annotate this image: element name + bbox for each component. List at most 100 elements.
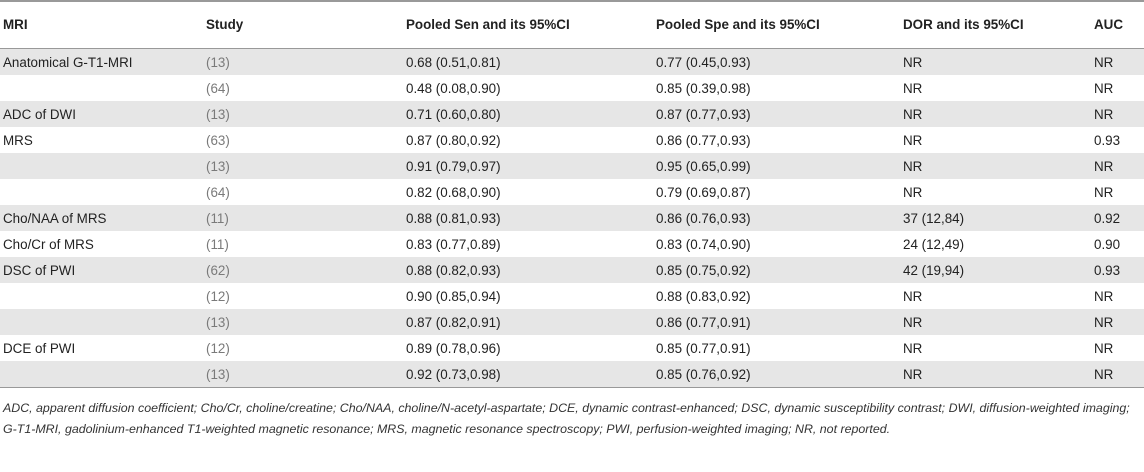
cell-pooled-sen: 0.87 (0.82,0.91) xyxy=(406,309,656,335)
cell-pooled-spe: 0.95 (0.65,0.99) xyxy=(656,153,903,179)
header-auc: AUC xyxy=(1094,0,1144,49)
study-reference-link[interactable]: 62 xyxy=(210,262,226,278)
cell-mri: Cho/Cr of MRS xyxy=(3,236,94,252)
study-reference-link[interactable]: 63 xyxy=(210,132,226,148)
cell-pooled-spe: 0.86 (0.77,0.93) xyxy=(656,132,751,148)
header-pooled-spe: Pooled Spe and its 95%CI xyxy=(656,0,903,49)
results-table: MRI Study Pooled Sen and its 95%CI Poole… xyxy=(0,0,1144,388)
cell-pooled-sen: 0.92 (0.73,0.98) xyxy=(406,361,656,388)
study-reference-link[interactable]: 13 xyxy=(210,106,226,122)
cell-auc: NR xyxy=(1094,80,1114,96)
cell-pooled-sen: 0.88 (0.81,0.93) xyxy=(406,205,656,231)
cell-dor: 42 (19,94) xyxy=(903,257,1094,283)
cell-pooled-spe: 0.83 (0.74,0.90) xyxy=(656,236,751,252)
cell-mri: Anatomical G-T1-MRI xyxy=(0,48,206,75)
cell-pooled-sen: 0.68 (0.51,0.81) xyxy=(406,48,656,75)
cell-mri xyxy=(0,361,206,388)
cell-dor: NR xyxy=(903,288,923,304)
cell-study: 13 xyxy=(206,153,406,179)
cell-dor: NR xyxy=(903,153,1094,179)
study-reference-link[interactable]: 11 xyxy=(210,210,225,226)
table-row: DCE of PWI 12 0.89 (0.78,0.96) 0.85 (0.77,0… xyxy=(0,335,1144,361)
cell-study: 13 xyxy=(206,361,406,388)
header-study: Study xyxy=(206,0,406,49)
table-row: Cho/Cr of MRS 11 0.83 (0.77,0.89) 0.83 (0.7… xyxy=(0,231,1144,257)
cell-study: 13 xyxy=(206,309,406,335)
cell-study: 64 xyxy=(206,179,406,205)
table-row: MRS 63 0.87 (0.80,0.92) 0.86 (0.77,0.93) NR 0… xyxy=(0,127,1144,153)
table-footnote: ADC, apparent diffusion coefficient; Cho… xyxy=(3,401,1130,436)
study-reference-link[interactable]: 13 xyxy=(210,54,226,70)
cell-auc: NR xyxy=(1094,340,1114,356)
table-row: DSC of PWI62 0.88 (0.82,0.93)0.85 (0.75,0… xyxy=(0,257,1144,283)
cell-auc: NR xyxy=(1094,288,1114,304)
cell-dor: NR xyxy=(903,340,923,356)
cell-pooled-spe: 0.85 (0.39,0.98) xyxy=(656,80,751,96)
header-dor: DOR and its 95%CI xyxy=(903,0,1094,49)
header-pooled-sen: Pooled Sen and its 95%CI xyxy=(406,0,656,49)
cell-dor: NR xyxy=(903,361,1094,388)
cell-mri: MRS xyxy=(3,132,33,148)
table-row: Cho/NAA of MRS11 0.88 (0.81,0.93)0.86 (0.… xyxy=(0,205,1144,231)
study-reference-link[interactable]: 13 xyxy=(210,314,226,330)
cell-pooled-sen: 0.83 (0.77,0.89) xyxy=(406,236,501,252)
cell-pooled-sen: 0.90 (0.85,0.94) xyxy=(406,288,501,304)
study-reference-link[interactable]: 11 xyxy=(210,236,225,252)
table-body: Anatomical G-T1-MRI130.68 (0.51,0.81)0.7… xyxy=(0,48,1144,388)
table-row: 12 0.90 (0.85,0.94) 0.88 (0.83,0.92) NR NR xyxy=(0,283,1144,309)
cell-pooled-spe: 0.85 (0.77,0.91) xyxy=(656,340,751,356)
cell-study: 64 xyxy=(206,75,406,101)
cell-auc: 0.93 xyxy=(1094,132,1121,148)
cell-dor: NR xyxy=(903,132,923,148)
table-row: Anatomical G-T1-MRI13 0.68 (0.51,0.81)0.7… xyxy=(0,48,1144,75)
cell-pooled-sen: 0.48 (0.08,0.90) xyxy=(406,80,501,96)
cell-pooled-sen: 0.91 (0.79,0.97) xyxy=(406,153,656,179)
cell-pooled-sen: 0.71 (0.60,0.80) xyxy=(406,101,656,127)
cell-pooled-sen: 0.82 (0.68,0.90) xyxy=(406,184,501,200)
cell-mri xyxy=(0,283,206,309)
cell-study: 63 xyxy=(206,127,406,153)
study-reference-link[interactable]: 13 xyxy=(210,158,226,174)
cell-auc: 0.90 xyxy=(1094,236,1121,252)
cell-mri: DCE of PWI xyxy=(3,340,76,356)
cell-auc: NR xyxy=(1094,184,1114,200)
cell-study: 12 xyxy=(206,335,406,361)
table-row: 64 0.82 (0.68,0.90) 0.79 (0.69,0.87) NR NR xyxy=(0,179,1144,205)
cell-auc: 0.93 xyxy=(1094,257,1144,283)
cell-auc: NR xyxy=(1094,153,1144,179)
header-mri: MRI xyxy=(0,0,206,49)
study-reference-link[interactable]: 12 xyxy=(210,340,226,356)
cell-dor: NR xyxy=(903,101,1094,127)
cell-auc: NR xyxy=(1094,361,1144,388)
table-header: MRI Study Pooled Sen and its 95%CI Poole… xyxy=(0,0,1144,49)
cell-dor: 24 (12,49) xyxy=(903,236,965,252)
study-reference-link[interactable]: 12 xyxy=(210,288,226,304)
cell-dor: NR xyxy=(903,184,923,200)
study-reference-link[interactable]: 64 xyxy=(210,184,226,200)
table-row: ADC of DWI13 0.71 (0.60,0.80)0.87 (0.77,0… xyxy=(0,101,1144,127)
cell-study: 62 xyxy=(206,257,406,283)
cell-study: 11 xyxy=(206,205,406,231)
cell-study: 13 xyxy=(206,48,406,75)
cell-study: 13 xyxy=(206,101,406,127)
cell-pooled-sen: 0.89 (0.78,0.96) xyxy=(406,340,501,356)
cell-pooled-spe: 0.86 (0.77,0.91) xyxy=(656,309,903,335)
cell-auc: NR xyxy=(1094,48,1144,75)
study-reference-link[interactable]: 13 xyxy=(210,366,226,382)
cell-mri: Cho/NAA of MRS xyxy=(0,205,206,231)
cell-mri: ADC of DWI xyxy=(0,101,206,127)
cell-auc: NR xyxy=(1094,309,1144,335)
cell-mri: DSC of PWI xyxy=(0,257,206,283)
cell-dor: 37 (12,84) xyxy=(903,205,1094,231)
cell-dor: NR xyxy=(903,48,1094,75)
header-row: MRI Study Pooled Sen and its 95%CI Poole… xyxy=(0,0,1144,49)
cell-pooled-sen: 0.87 (0.80,0.92) xyxy=(406,132,501,148)
cell-auc: NR xyxy=(1094,101,1144,127)
cell-study: 11 xyxy=(206,231,406,257)
study-reference-link[interactable]: 64 xyxy=(210,80,226,96)
table-row: 64 0.48 (0.08,0.90) 0.85 (0.39,0.98) NR NR xyxy=(0,75,1144,101)
cell-pooled-spe: 0.85 (0.76,0.92) xyxy=(656,361,903,388)
